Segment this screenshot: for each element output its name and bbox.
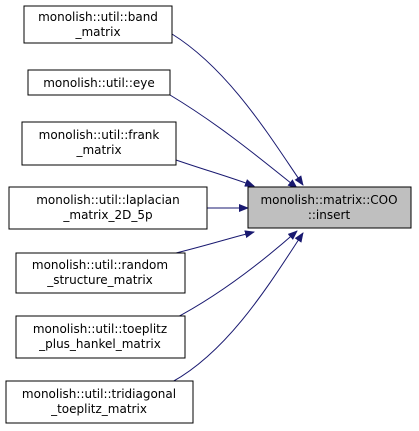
edge-band-to-insert: [171, 33, 304, 186]
edge-random-to-insert: [171, 230, 255, 255]
node-eye[interactable]: monolish::util::eye: [27, 69, 171, 96]
node-frank-matrix-line-2: _matrix: [75, 143, 121, 157]
call-edges: [169, 33, 304, 383]
caller-nodes: monolish::util::band _matrix monolish::u…: [5, 5, 208, 424]
node-toeplitz-plus-hankel-matrix-line-1: monolish::util::toeplitz: [33, 322, 167, 336]
edge-toeplitz-to-insert: [171, 230, 298, 321]
node-laplacian-matrix-line-1: monolish::util::laplacian: [36, 193, 180, 207]
node-random-structure-matrix-line-2: _structure_matrix: [46, 273, 153, 287]
node-toeplitz-plus-hankel-matrix[interactable]: monolish::util::toeplitz _plus_hankel_ma…: [15, 315, 186, 359]
node-frank-matrix[interactable]: monolish::util::frank _matrix: [21, 121, 177, 166]
node-laplacian-matrix-line-2: _matrix_2D_5p: [62, 208, 152, 222]
edge-tridiagonal-to-insert: [171, 232, 304, 383]
node-laplacian-matrix[interactable]: monolish::util::laplacian _matrix_2D_5p: [8, 186, 208, 230]
node-band-matrix[interactable]: monolish::util::band _matrix: [23, 5, 173, 44]
node-tridiagonal-toeplitz-matrix-line-2: _toeplitz_matrix: [50, 402, 147, 416]
node-coo-insert: monolish::matrix::COO ::insert: [247, 186, 412, 229]
edge-eye-to-insert: [169, 94, 298, 189]
node-toeplitz-plus-hankel-matrix-line-2: _plus_hankel_matrix: [38, 337, 161, 351]
node-frank-matrix-line-1: monolish::util::frank: [39, 128, 160, 142]
node-random-structure-matrix-line-1: monolish::util::random: [32, 258, 168, 272]
node-random-structure-matrix[interactable]: monolish::util::random _structure_matrix: [15, 252, 186, 294]
node-tridiagonal-toeplitz-matrix[interactable]: monolish::util::tridiagonal _toeplitz_ma…: [5, 380, 194, 424]
node-band-matrix-line-2: _matrix: [74, 25, 120, 39]
node-band-matrix-line-1: monolish::util::band: [38, 10, 158, 24]
node-coo-insert-line-2: ::insert: [308, 208, 351, 222]
node-coo-insert-line-1: monolish::matrix::COO: [260, 193, 397, 207]
node-tridiagonal-toeplitz-matrix-line-1: monolish::util::tridiagonal: [22, 387, 176, 401]
node-eye-line-1: monolish::util::eye: [43, 76, 155, 90]
edge-frank-to-insert: [175, 159, 255, 187]
